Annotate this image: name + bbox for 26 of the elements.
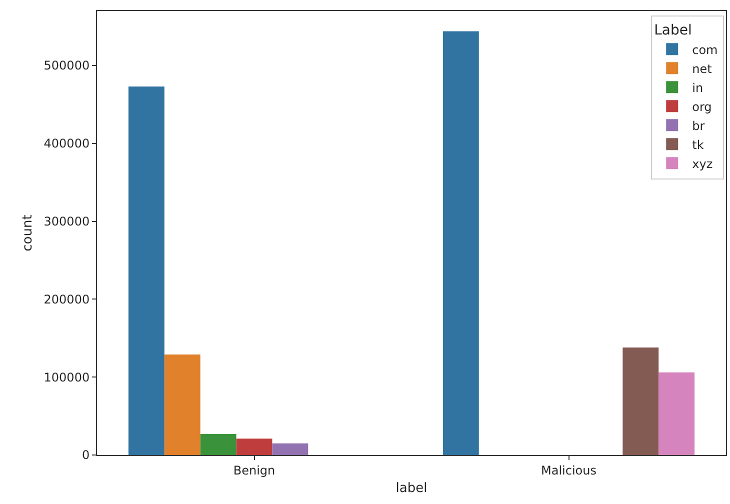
legend-label: xyz <box>692 156 713 171</box>
bar <box>442 31 479 455</box>
y-tick-label: 300000 <box>44 214 90 229</box>
y-axis-title: count <box>20 214 36 252</box>
bar <box>272 443 308 455</box>
y-tick-label: 500000 <box>44 58 90 73</box>
y-tick-label: 400000 <box>44 136 90 151</box>
bar <box>164 354 200 455</box>
x-axis-title: label <box>396 481 428 496</box>
y-tick-label: 100000 <box>44 370 90 384</box>
y-tick-label: 200000 <box>44 292 90 306</box>
legend-label: br <box>692 118 705 133</box>
bar <box>200 434 236 455</box>
legend-label: tk <box>692 138 704 152</box>
bar <box>658 372 695 455</box>
bar <box>622 348 659 455</box>
x-tick-label: Benign <box>233 463 276 478</box>
legend-title: Label <box>654 22 692 39</box>
x-tick-label: Malicious <box>540 463 597 478</box>
legend-label: org <box>692 100 712 114</box>
y-tick-label: 0 <box>82 448 90 462</box>
legend-label: net <box>692 62 712 76</box>
bar <box>236 438 272 455</box>
legend-label: in <box>692 80 704 95</box>
legend-label: com <box>692 42 718 57</box>
bar <box>128 86 164 455</box>
